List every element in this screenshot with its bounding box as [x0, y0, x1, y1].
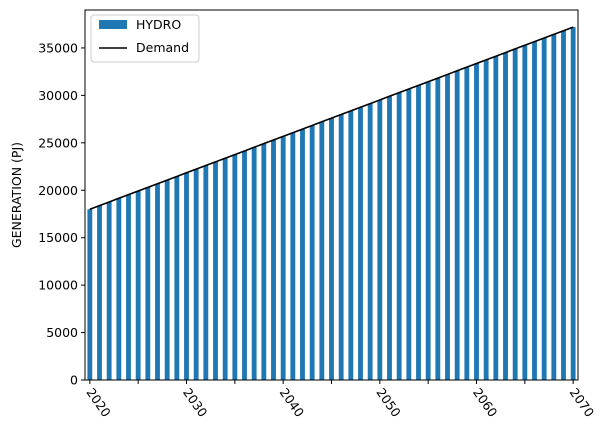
bar-hydro-2065 — [522, 45, 528, 381]
demand-line — [89, 26, 574, 210]
bar-hydro-2038 — [261, 143, 267, 380]
bar-hydro-2051 — [387, 96, 392, 381]
bar-hydro-2035 — [232, 154, 238, 380]
y-tick-label: 25000 — [38, 135, 78, 150]
bar-hydro-2049 — [367, 103, 373, 380]
bar-hydro-2062 — [493, 56, 499, 381]
bar-hydro-2023 — [116, 198, 122, 380]
bar-hydro-2069 — [561, 30, 566, 380]
y-axis-label: GENERATION (PJ) — [9, 142, 24, 248]
bar-hydro-2045 — [329, 118, 334, 381]
y-tick-label: 20000 — [38, 183, 78, 198]
bar-hydro-2070 — [570, 27, 576, 380]
bar-hydro-2034 — [222, 158, 228, 380]
bar-hydro-2042 — [300, 129, 305, 380]
bar-hydro-2024 — [126, 194, 131, 380]
bar-hydro-2050 — [377, 99, 383, 380]
bar-hydro-2046 — [338, 114, 344, 380]
legend-label-hydro: HYDRO — [136, 17, 181, 32]
y-tick-label: 10000 — [38, 278, 78, 293]
bar-hydro-2022 — [106, 201, 112, 380]
bar-hydro-2053 — [406, 89, 412, 381]
bar-hydro-2026 — [145, 187, 151, 380]
y-tick-label: 30000 — [38, 88, 78, 103]
bar-hydro-2058 — [454, 70, 460, 380]
x-axis: 2020 2030 2040 2050 2060 2070 — [83, 380, 597, 420]
bar-hydro-2055 — [425, 81, 431, 380]
bar-hydro-2037 — [251, 147, 257, 380]
bar-hydro-2032 — [203, 165, 209, 380]
bar-hydro-2057 — [445, 74, 450, 380]
bar-hydro-2068 — [551, 34, 557, 381]
legend-label-demand: Demand — [136, 40, 189, 55]
x-tick-label: 2040 — [277, 385, 308, 420]
x-tick-label: 2050 — [373, 385, 404, 420]
bar-hydro-2040 — [280, 136, 286, 380]
bar-hydro-2030 — [184, 172, 189, 380]
x-tick-label: 2020 — [83, 385, 114, 420]
legend-swatch-hydro — [99, 20, 127, 29]
bar-hydro-2041 — [290, 132, 296, 380]
bar-hydro-2067 — [541, 38, 547, 380]
bar-series — [87, 27, 576, 381]
bar-hydro-2054 — [416, 85, 421, 381]
y-tick-label: 35000 — [38, 40, 78, 55]
bar-hydro-2039 — [271, 140, 276, 380]
bar-hydro-2027 — [155, 183, 160, 380]
bar-hydro-2060 — [474, 63, 479, 380]
bar-hydro-2021 — [97, 205, 102, 380]
y-axis: 0 5000 10000 15000 20000 25000 30000 35000 — [38, 40, 85, 388]
x-tick-label: 2070 — [567, 385, 598, 420]
bar-hydro-2048 — [358, 107, 363, 381]
y-tick-label: 5000 — [46, 325, 78, 340]
bar-hydro-2031 — [193, 169, 199, 380]
y-tick-label: 15000 — [38, 230, 78, 245]
bar-hydro-2028 — [164, 180, 170, 380]
bar-hydro-2043 — [309, 125, 315, 380]
bar-hydro-2025 — [135, 191, 141, 380]
x-tick-label: 2060 — [470, 385, 501, 420]
bar-hydro-2064 — [512, 48, 518, 380]
bar-hydro-2052 — [396, 92, 402, 380]
bar-hydro-2063 — [503, 52, 508, 380]
bar-hydro-2061 — [483, 59, 489, 380]
bar-hydro-2036 — [242, 150, 247, 380]
bar-hydro-2066 — [532, 41, 537, 380]
bar-hydro-2020 — [87, 209, 93, 380]
y-tick-label: 0 — [70, 373, 78, 388]
x-tick-label: 2030 — [180, 385, 211, 420]
bar-hydro-2047 — [348, 110, 354, 381]
bar-hydro-2029 — [174, 176, 180, 380]
legend: HYDRO Demand — [90, 14, 200, 63]
bar-hydro-2056 — [435, 78, 441, 380]
bar-hydro-2033 — [213, 161, 218, 380]
bar-hydro-2044 — [319, 121, 325, 380]
bar-hydro-2059 — [464, 67, 470, 381]
